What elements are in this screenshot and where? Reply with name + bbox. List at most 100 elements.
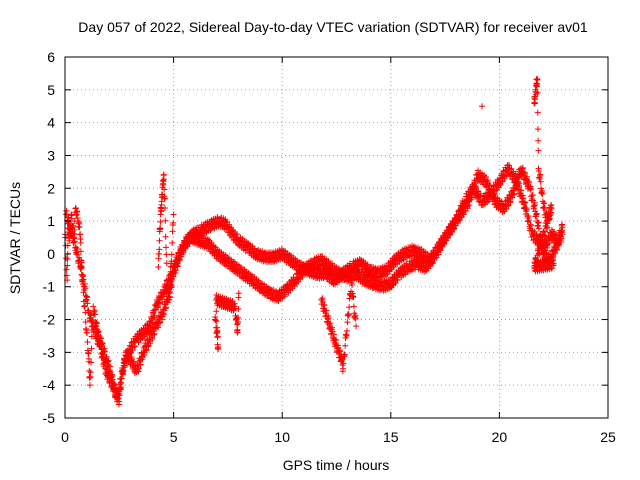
data-point	[537, 178, 544, 185]
data-point	[84, 339, 91, 346]
data-point	[213, 318, 220, 325]
data-point	[232, 305, 239, 312]
data-point	[166, 294, 173, 301]
data-point	[72, 205, 79, 212]
data-point	[76, 231, 83, 238]
data-point	[558, 235, 565, 242]
data-point	[63, 255, 70, 262]
data-point	[71, 218, 78, 225]
data-point	[114, 394, 121, 401]
data-point	[87, 369, 94, 376]
data-point	[135, 365, 142, 372]
series-scattered-excursions	[155, 75, 557, 375]
data-point	[80, 276, 87, 283]
data-point	[83, 327, 90, 334]
data-point	[90, 303, 97, 310]
x-tick-label: 5	[170, 429, 178, 445]
data-point	[468, 194, 475, 201]
data-point	[343, 327, 350, 334]
data-point	[126, 353, 133, 360]
data-point	[64, 256, 71, 263]
x-tick-label: 20	[492, 429, 508, 445]
data-point	[101, 359, 108, 366]
y-tick-label: -2	[43, 312, 56, 328]
y-tick-label: 6	[47, 49, 55, 65]
data-point	[339, 356, 346, 363]
data-point	[534, 126, 541, 133]
data-point	[527, 186, 534, 193]
y-tick-label: 1	[47, 213, 55, 229]
data-point	[345, 311, 352, 318]
data-point	[164, 277, 171, 284]
data-point	[235, 314, 242, 321]
y-tick-label: 3	[47, 147, 55, 163]
y-tick-label: -3	[43, 344, 56, 360]
y-tick-label: -1	[43, 279, 56, 295]
data-point	[523, 206, 530, 213]
data-point	[532, 96, 539, 103]
data-point	[212, 247, 219, 254]
data-point	[147, 324, 154, 331]
data-point	[513, 182, 520, 189]
data-point	[542, 223, 549, 230]
data-point	[162, 304, 169, 311]
data-point	[84, 294, 91, 301]
data-point	[82, 285, 89, 292]
data-point	[546, 240, 553, 247]
data-point	[158, 207, 165, 214]
data-point	[93, 329, 100, 336]
data-point	[346, 304, 353, 311]
data-point	[534, 81, 541, 88]
data-point	[534, 89, 541, 96]
data-point	[233, 321, 240, 328]
data-point	[77, 239, 84, 246]
data-point	[353, 323, 360, 330]
data-point	[137, 361, 144, 368]
data-point	[464, 203, 471, 210]
data-point	[69, 228, 76, 235]
data-point	[77, 248, 84, 255]
y-tick-label: -5	[43, 410, 56, 426]
data-point	[99, 349, 106, 356]
data-point	[422, 266, 429, 273]
data-point	[170, 211, 177, 218]
data-point	[535, 137, 542, 144]
data-point	[74, 215, 81, 222]
data-point	[383, 271, 390, 278]
data-point	[88, 312, 95, 319]
data-point	[340, 360, 347, 367]
data-point	[88, 345, 95, 352]
data-point	[214, 344, 221, 351]
data-point	[109, 376, 116, 383]
data-point	[537, 171, 544, 178]
data-point	[472, 183, 479, 190]
data-point	[78, 264, 85, 271]
data-point	[118, 375, 125, 382]
data-point	[541, 200, 548, 207]
data-point	[81, 303, 88, 310]
data-point	[350, 303, 357, 310]
data-point	[323, 307, 330, 314]
data-point	[107, 363, 114, 370]
data-point	[330, 331, 337, 338]
data-point	[339, 368, 346, 375]
data-point	[214, 324, 221, 331]
data-point	[529, 192, 536, 199]
data-point	[559, 227, 566, 234]
y-tick-labels: -5 -4 -3 -2 -1 0 1 2 3 4 5 6	[43, 49, 56, 426]
data-point	[535, 147, 542, 154]
data-point	[429, 259, 436, 266]
data-point	[456, 216, 463, 223]
data-point	[86, 382, 93, 389]
data-point	[162, 233, 169, 240]
x-tick-label: 25	[600, 429, 616, 445]
data-point	[527, 222, 534, 229]
data-point	[535, 219, 542, 226]
data-point	[320, 274, 327, 281]
data-point	[151, 330, 158, 337]
data-point	[161, 186, 168, 193]
data-point	[82, 318, 89, 325]
data-point	[327, 320, 334, 327]
data-point	[470, 186, 477, 193]
data-point	[115, 401, 122, 408]
